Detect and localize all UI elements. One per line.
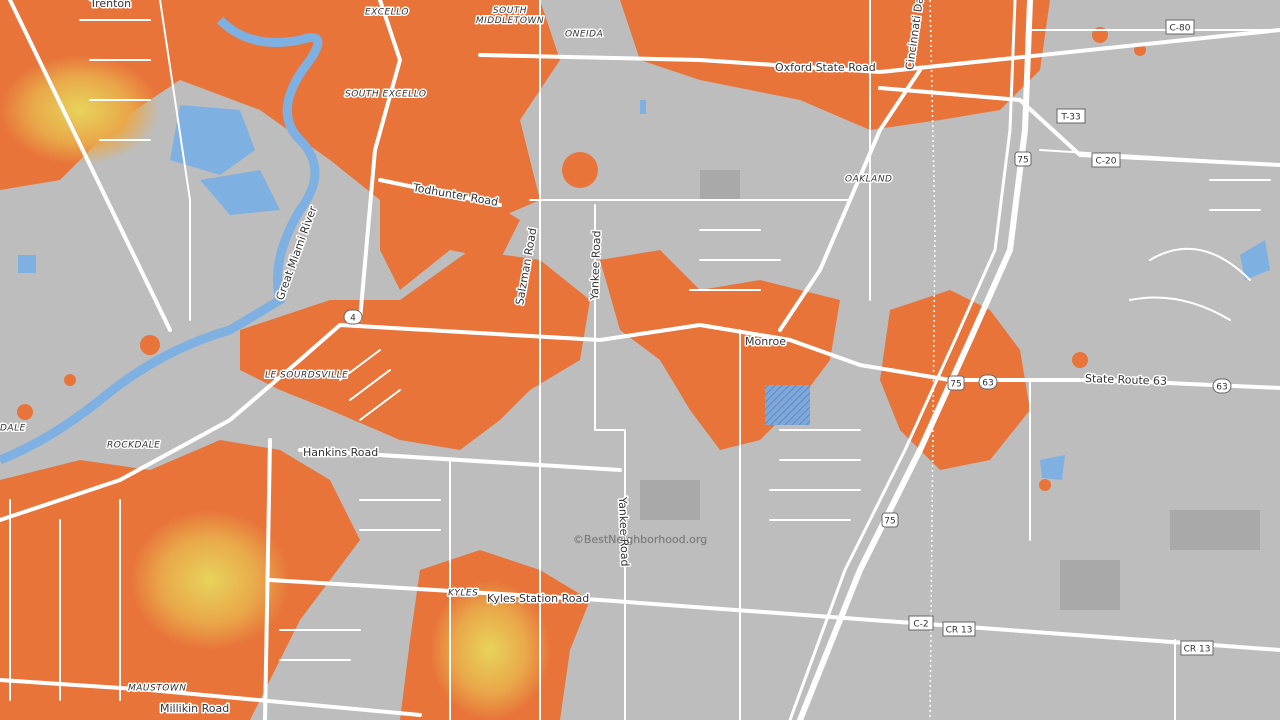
hotspots xyxy=(0,55,550,720)
road-label: Yankee Road xyxy=(616,496,631,567)
shield-label: 75 xyxy=(950,380,961,390)
railway xyxy=(929,0,936,720)
road-label: State Route 63 xyxy=(1085,372,1167,388)
hatched-area xyxy=(765,385,810,425)
shield-label: CR 13 xyxy=(946,626,973,636)
watermark: ©BestNeighborhood.org xyxy=(573,533,707,546)
place-label: KYLES xyxy=(448,589,478,599)
shield-label: C-80 xyxy=(1170,24,1191,34)
shield-label: 75 xyxy=(884,517,895,527)
urban-areas xyxy=(640,170,1260,610)
road-label: Yankee Road xyxy=(588,230,603,301)
shield-label: CR 13 xyxy=(1184,645,1211,655)
shield-label: 63 xyxy=(1216,383,1227,393)
shields: C-80 T-33 C-20 75 4 75 63 63 75 C-2 CR 1… xyxy=(343,19,1232,656)
place-label: Trenton xyxy=(89,0,131,10)
place-label: Monroe xyxy=(745,335,786,348)
place-labels: Trenton EXCELLO SOUTH MIDDLETOWN ONEIDA S… xyxy=(0,0,893,695)
road-label: Kyles Station Road xyxy=(487,592,589,605)
water-bodies xyxy=(18,100,1270,480)
place-label: ONEIDA xyxy=(565,30,603,40)
interstate xyxy=(788,0,1033,720)
place-label: SOUTH MIDDLETOWN xyxy=(476,6,544,26)
shield-label: 75 xyxy=(1017,156,1028,166)
place-label: OAKLAND xyxy=(845,175,892,185)
place-label: DALE xyxy=(0,424,26,434)
shield-label: C-2 xyxy=(913,620,928,630)
shield-label: C-20 xyxy=(1096,157,1117,167)
place-label: SOUTH EXCELLO xyxy=(345,90,427,100)
road-label: Hankins Road xyxy=(303,446,378,459)
road-label: Oxford State Road xyxy=(775,61,876,74)
place-label: EXCELLO xyxy=(365,8,409,18)
shield-label: 4 xyxy=(350,314,356,324)
river xyxy=(0,16,323,465)
place-label: LE SOURDSVILLE xyxy=(265,371,348,381)
place-label: MAUSTOWN xyxy=(128,684,186,694)
place-label: ROCKDALE xyxy=(107,441,160,451)
shield-label: T-33 xyxy=(1060,113,1080,123)
shield-label: 63 xyxy=(982,379,993,389)
road-label: Millikin Road xyxy=(160,702,229,715)
